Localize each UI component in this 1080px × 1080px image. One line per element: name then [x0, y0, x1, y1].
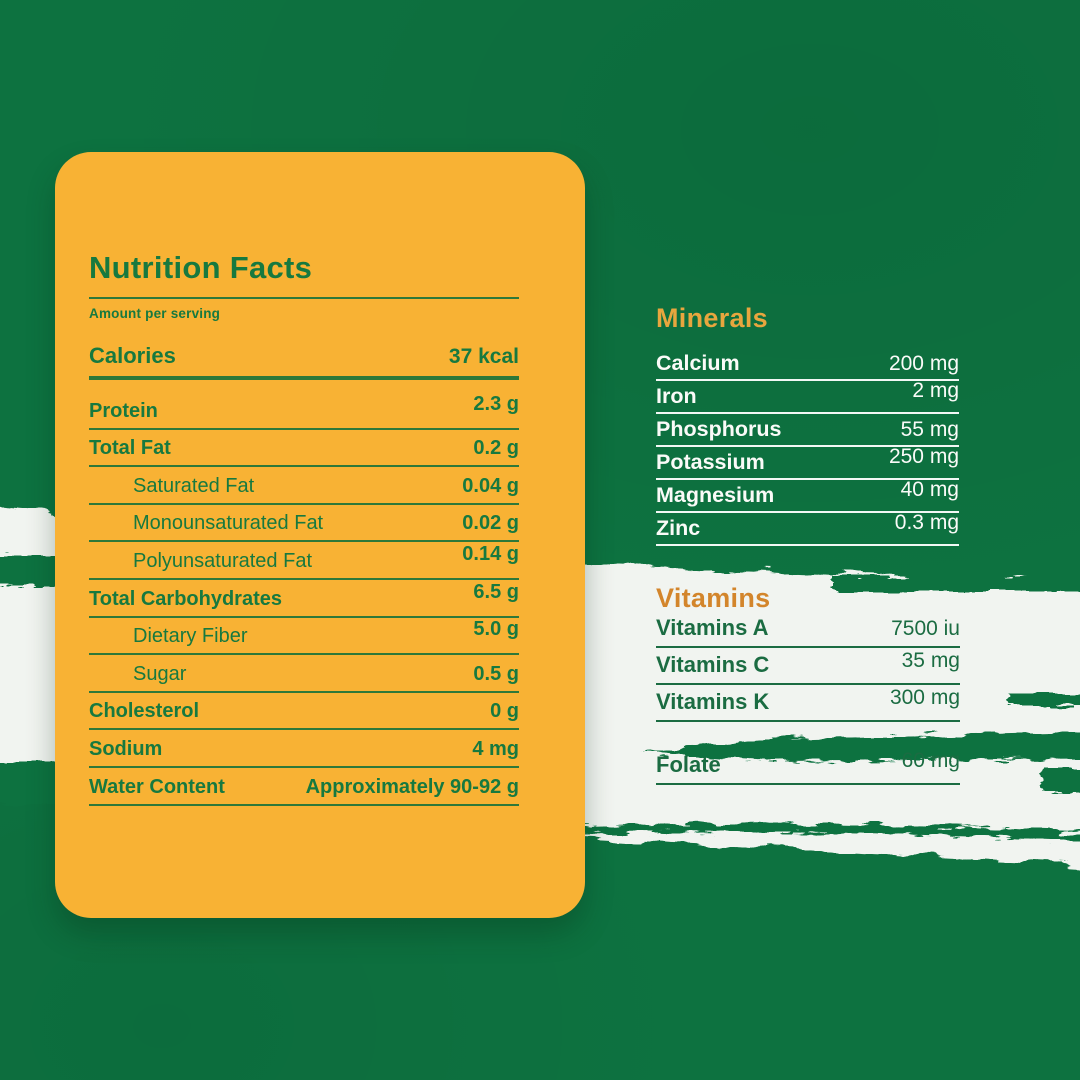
- card-content: Nutrition Facts Amount per serving Calor…: [55, 152, 585, 806]
- nutrient-label: Sodium: [89, 738, 163, 761]
- mineral-label: Potassium: [656, 449, 765, 474]
- table-row-sodium: Sodium 4 mg: [89, 730, 519, 769]
- vitamin-value: 60 mg: [901, 748, 960, 772]
- table-row-monounsaturated-fat: Monounsaturated Fat 0.02 g: [89, 505, 519, 543]
- mineral-value: 0.3 mg: [894, 510, 959, 534]
- table-row-zinc: Zinc 0.3 mg: [656, 510, 959, 546]
- nutrient-label: Monounsaturated Fat: [133, 512, 324, 535]
- vitamin-label: Vitamins C: [656, 651, 770, 677]
- nutrient-value: 0 g: [490, 700, 519, 723]
- mineral-value: 55 mg: [900, 417, 959, 441]
- nutrient-value: 5.0 g: [473, 618, 519, 641]
- vitamins-heading: Vitamins: [656, 583, 771, 613]
- nutrient-label: Total Carbohydrates: [89, 587, 282, 610]
- table-row-cholesterol: Cholesterol 0 g: [89, 693, 519, 731]
- nutrient-label: Protein: [89, 399, 158, 422]
- calories-thick-divider: [89, 376, 519, 381]
- mineral-label: Magnesium: [656, 482, 775, 507]
- nutrient-label: Cholesterol: [89, 700, 200, 723]
- nutrient-label: Total Fat: [89, 437, 171, 460]
- card-title: Nutrition Facts: [89, 250, 313, 285]
- card-subtitle: Amount per serving: [89, 306, 221, 322]
- table-row-dietary-fiber: Dietary Fiber 5.0 g: [89, 618, 519, 656]
- vitamin-value: 35 mg: [901, 648, 960, 672]
- nutrient-value: 0.02 g: [462, 512, 519, 535]
- table-row-iron: Iron 2 mg: [656, 378, 959, 414]
- vitamin-value: 7500 iu: [891, 616, 960, 640]
- table-row-total-fat: Total Fat 0.2 g: [89, 430, 519, 468]
- nutrient-value: 0.2 g: [473, 437, 519, 460]
- mineral-label: Iron: [656, 383, 697, 408]
- table-row-polyunsaturated-fat: Polyunsaturated Fat 0.14 g: [89, 542, 519, 581]
- mineral-label: Calcium: [656, 350, 740, 375]
- table-row-total-carbohydrates: Total Carbohydrates 6.5 g: [89, 580, 519, 618]
- title-divider: [89, 297, 519, 300]
- mineral-label: Zinc: [656, 515, 701, 540]
- table-row-potassium: Potassium 250 mg: [656, 444, 959, 480]
- table-row-vitamins-a: Vitamins A 7500 iu: [656, 611, 960, 648]
- nutrient-value: 2.3 g: [473, 392, 519, 415]
- mineral-label: Phosphorus: [656, 416, 782, 441]
- vitamin-label: Vitamins K: [656, 688, 770, 714]
- mineral-value: 40 mg: [900, 477, 959, 501]
- table-row-magnesium: Magnesium 40 mg: [656, 477, 959, 513]
- mineral-value: 2 mg: [912, 378, 959, 402]
- calories-row: Calories 37 kcal: [89, 343, 519, 369]
- nutrient-label: Dietary Fiber: [133, 625, 248, 648]
- mineral-value: 200 mg: [888, 351, 959, 375]
- table-row-water-content: Water Content Approximately 90-92 g: [89, 768, 519, 806]
- nutrient-label: Saturated Fat: [133, 474, 255, 497]
- vitamins-table: Vitamins A 7500 iu Vitamins C 35 mg Vita…: [656, 611, 960, 785]
- vitamins-section: Vitamins Vitamins A 7500 iu Vitamins C 3…: [656, 583, 960, 785]
- minerals-section: Minerals Calcium 200 mg Iron 2 mg Phosph…: [656, 303, 959, 546]
- calories-value: 37 kcal: [448, 345, 519, 369]
- nutrient-label: Water Content: [89, 775, 225, 798]
- nutrient-value: Approximately 90-92 g: [305, 775, 519, 798]
- nutrient-value: 0.14 g: [462, 543, 519, 566]
- table-row-protein: Protein 2.3 g: [89, 392, 519, 430]
- table-row-vitamins-c: Vitamins C 35 mg: [656, 648, 960, 685]
- minerals-heading: Minerals: [656, 303, 768, 333]
- nutrient-label: Polyunsaturated Fat: [133, 550, 312, 573]
- table-row-folate: Folate 60 mg: [656, 748, 960, 785]
- mineral-value: 250 mg: [888, 444, 959, 468]
- nutrient-value: 6.5 g: [473, 580, 519, 603]
- minerals-table: Calcium 200 mg Iron 2 mg Phosphorus 55 m…: [656, 348, 959, 546]
- vitamin-label: Vitamins A: [656, 614, 769, 640]
- table-row-calcium: Calcium 200 mg: [656, 348, 959, 381]
- nutrient-label: Sugar: [133, 662, 187, 685]
- table-row-sugar: Sugar 0.5 g: [89, 655, 519, 693]
- table-row-phosphorus: Phosphorus 55 mg: [656, 414, 959, 447]
- table-row-saturated-fat: Saturated Fat 0.04 g: [89, 467, 519, 505]
- nutrient-table: Protein 2.3 g Total Fat 0.2 g Saturated …: [89, 392, 519, 806]
- vitamin-value: 300 mg: [889, 685, 960, 709]
- nutrient-value: 0.04 g: [462, 474, 519, 497]
- vitamins-gap: [656, 722, 960, 748]
- nutrition-facts-card: Nutrition Facts Amount per serving Calor…: [55, 152, 585, 918]
- calories-label: Calories: [89, 343, 176, 369]
- vitamin-label: Folate: [656, 751, 721, 777]
- nutrient-value: 4 mg: [472, 738, 519, 761]
- table-row-vitamins-k: Vitamins K 300 mg: [656, 685, 960, 722]
- nutrient-value: 0.5 g: [473, 662, 519, 685]
